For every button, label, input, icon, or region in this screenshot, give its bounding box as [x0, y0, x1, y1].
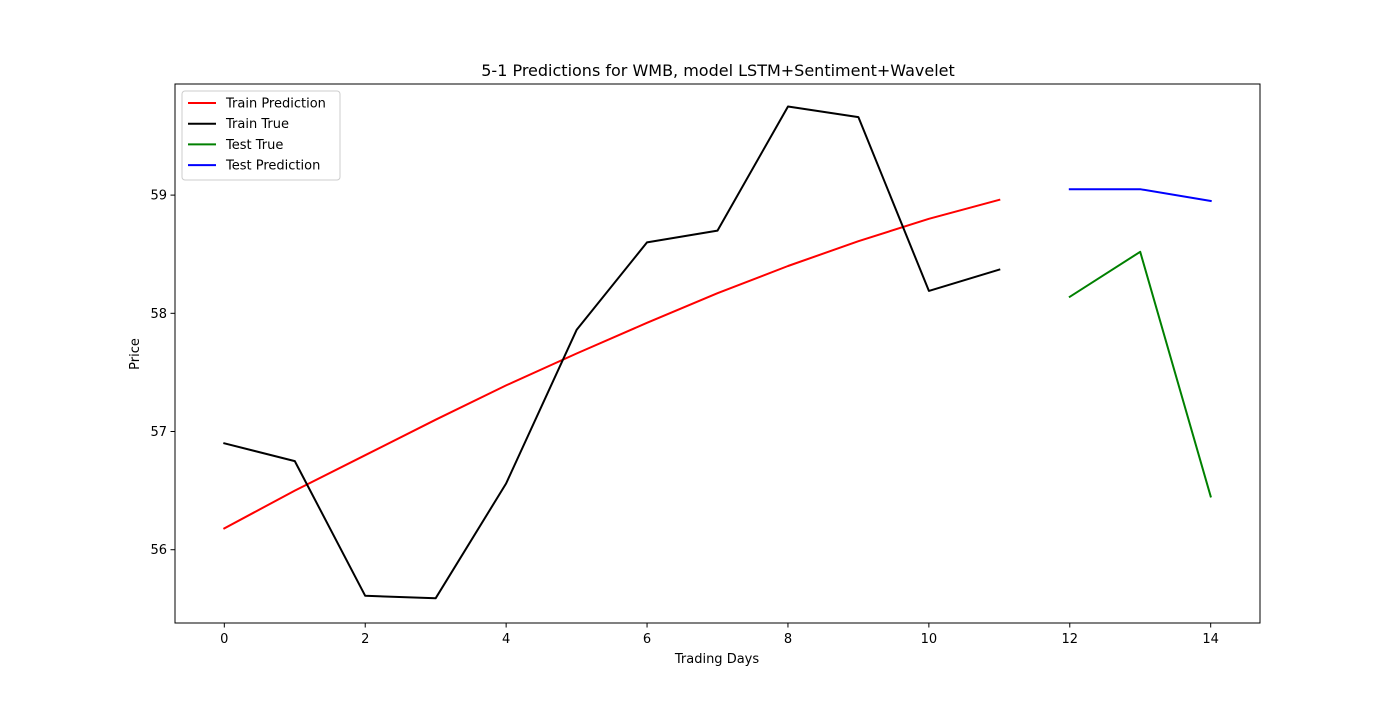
legend-label-test-prediction: Test Prediction	[225, 159, 320, 174]
y-axis: 56 57 58 59	[150, 189, 175, 558]
y-axis-label: Price	[128, 338, 143, 370]
y-tick-label: 59	[150, 189, 167, 204]
legend-box	[181, 90, 341, 181]
series-lines	[222, 105, 1212, 600]
x-tick-label: 2	[361, 632, 369, 647]
y-tick-label: 57	[150, 425, 167, 440]
x-tick-label: 8	[784, 632, 792, 647]
series-line-train-prediction	[222, 198, 1001, 530]
x-axis-label: Trading Days	[674, 652, 759, 667]
x-tick-label: 10	[921, 632, 938, 647]
x-axis: 0 2 4 6 8 10 12 14	[220, 623, 1219, 647]
x-tick-label: 14	[1202, 632, 1219, 647]
legend-label-train-true: Train True	[225, 117, 289, 132]
series-line-test-true	[1068, 250, 1212, 498]
x-tick-label: 6	[643, 632, 651, 647]
x-tick-label: 4	[502, 632, 510, 647]
x-tick-label: 12	[1061, 632, 1078, 647]
chart-title: 5-1 Predictions for WMB, model LSTM+Sent…	[481, 61, 955, 80]
series-line-train-true	[223, 105, 1001, 600]
legend-label-train-prediction: Train Prediction	[225, 97, 326, 112]
legend-label-test-true: Test True	[225, 138, 283, 153]
x-tick-label: 0	[220, 632, 228, 647]
legend: Train Prediction Train True Test True Test …	[181, 90, 341, 181]
y-tick-label: 56	[150, 543, 167, 558]
y-tick-label: 58	[150, 307, 167, 322]
plot-area-frame	[174, 83, 1261, 624]
series-line-test-prediction	[1068, 188, 1212, 203]
